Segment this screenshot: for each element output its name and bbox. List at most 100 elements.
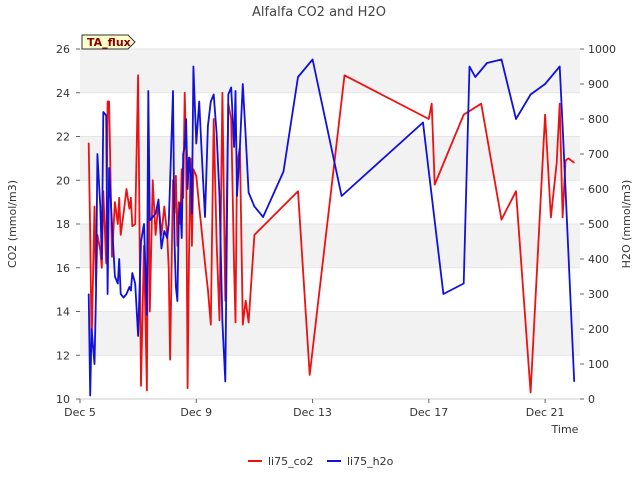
data-point: [111, 256, 113, 258]
data-point: [184, 92, 186, 94]
data-point: [297, 190, 299, 192]
data-point: [192, 65, 194, 68]
data-point: [216, 240, 218, 243]
data-point: [137, 335, 139, 337]
x-tick-label: Dec 21: [526, 406, 565, 419]
y-left-tick-label: 26: [56, 43, 70, 56]
data-point: [550, 216, 552, 219]
data-point: [236, 195, 238, 197]
data-point: [204, 262, 206, 264]
y-left-tick-label: 18: [56, 218, 70, 231]
data-point: [107, 293, 109, 295]
data-point: [108, 167, 110, 169]
data-point: [185, 118, 187, 120]
badge-label: TA_flux: [87, 36, 131, 49]
data-point: [134, 223, 136, 225]
data-point: [146, 389, 148, 391]
data-point: [213, 118, 215, 120]
data-point: [428, 118, 430, 120]
data-point: [463, 114, 465, 116]
grid-band: [80, 224, 580, 268]
data-point: [500, 58, 503, 61]
data-point: [188, 156, 190, 159]
legend-item-co2: li75_co2: [248, 455, 313, 468]
series-li75_h2o: [87, 58, 576, 397]
series-layer: [87, 58, 576, 397]
data-point: [88, 142, 90, 144]
data-point: [184, 146, 186, 148]
data-point: [178, 216, 180, 218]
data-point: [573, 380, 575, 383]
data-point: [96, 153, 99, 155]
data-point: [131, 225, 133, 227]
data-point: [434, 184, 436, 186]
data-point: [114, 201, 116, 203]
data-point: [463, 282, 465, 285]
data-point: [529, 391, 532, 394]
data-point: [242, 83, 244, 85]
data-point: [191, 212, 193, 215]
data-point: [210, 100, 212, 103]
y-right-tick-label: 800: [588, 113, 609, 126]
data-point: [108, 100, 110, 103]
legend: li75_co2 li75_h2o: [248, 455, 394, 468]
data-point: [341, 195, 343, 197]
chart-title: Alfalfa CO2 and H2O: [252, 5, 386, 20]
data-point: [233, 146, 235, 148]
data-point: [95, 293, 97, 295]
data-point: [500, 219, 503, 221]
data-point: [253, 205, 256, 208]
y-left-tick-label: 20: [56, 174, 70, 187]
data-point: [111, 223, 113, 225]
data-point: [216, 132, 218, 134]
y-right-tick-label: 600: [588, 183, 609, 196]
x-tick-label: Dec 17: [409, 406, 448, 419]
data-point: [157, 198, 160, 201]
data-point: [428, 170, 430, 173]
x-axis: Dec 5 Dec 9 Dec 13 Dec 17 Dec 21: [64, 399, 565, 419]
data-point: [160, 247, 162, 250]
data-point: [559, 65, 561, 68]
data-point: [128, 208, 131, 210]
data-point: [262, 216, 264, 218]
y-left-tick-label: 16: [56, 262, 70, 275]
data-point: [282, 170, 285, 173]
data-point: [134, 282, 136, 285]
data-point: [154, 234, 157, 236]
data-point: [101, 258, 103, 260]
data-point: [224, 380, 226, 383]
data-point: [154, 212, 157, 215]
data-point: [178, 201, 180, 203]
legend-item-h2o: li75_h2o: [327, 455, 394, 468]
data-point: [186, 387, 189, 389]
data-point: [91, 328, 93, 330]
data-point: [233, 267, 235, 269]
data-point: [564, 159, 567, 162]
y-right-tick-label: 200: [588, 323, 609, 336]
data-point: [143, 223, 145, 225]
data-point: [474, 76, 476, 78]
plot-frame: [80, 48, 580, 400]
data-point: [561, 216, 564, 219]
data-point: [480, 103, 482, 105]
data-point: [123, 212, 125, 214]
y-left-tick-label: 12: [56, 349, 70, 362]
legend-label-h2o: li75_h2o: [347, 455, 394, 468]
data-point: [88, 293, 90, 295]
data-point: [201, 234, 203, 236]
data-point: [172, 90, 174, 92]
data-point: [89, 394, 91, 397]
y-left-tick-label: 14: [56, 306, 70, 319]
legend-label-co2: li75_co2: [268, 455, 313, 468]
data-point: [515, 118, 517, 120]
data-point: [207, 125, 209, 127]
data-point: [89, 234, 91, 236]
data-point: [181, 237, 183, 239]
data-point: [567, 157, 569, 159]
data-point: [130, 197, 132, 199]
data-point: [529, 93, 532, 96]
data-point: [128, 286, 131, 288]
y-axis-right-title: H2O (mmol/m3): [620, 180, 633, 269]
data-point: [125, 188, 128, 190]
data-point: [559, 103, 561, 105]
